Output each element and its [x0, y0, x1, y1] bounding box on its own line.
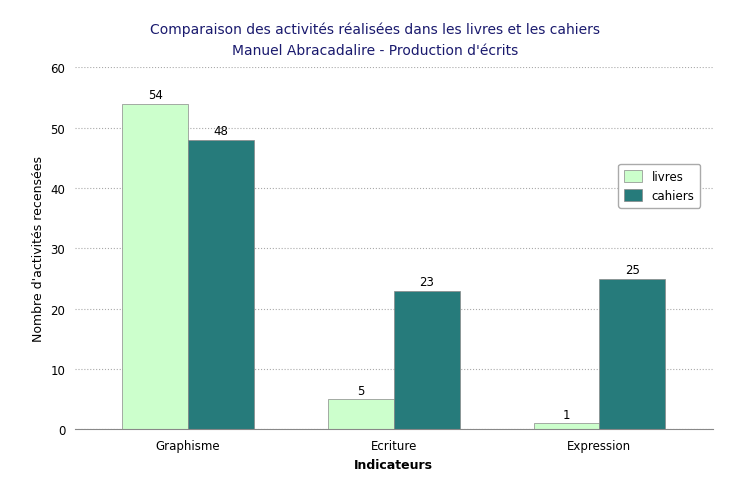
Bar: [188, 141, 254, 429]
Bar: [533, 424, 599, 429]
Text: 1: 1: [562, 408, 570, 421]
X-axis label: Indicateurs: Indicateurs: [354, 458, 434, 470]
Text: 25: 25: [625, 264, 640, 277]
Text: 48: 48: [214, 125, 229, 138]
Text: Manuel Abracadalire - Production d'écrits: Manuel Abracadalire - Production d'écrit…: [232, 44, 518, 58]
Text: 5: 5: [357, 384, 364, 397]
Text: Comparaison des activités réalisées dans les livres et les cahiers: Comparaison des activités réalisées dans…: [150, 22, 600, 37]
Bar: [599, 279, 665, 429]
Bar: [122, 104, 188, 429]
Bar: [328, 399, 394, 429]
Text: 23: 23: [419, 276, 434, 288]
Y-axis label: Nombre d'activités recensées: Nombre d'activités recensées: [32, 156, 45, 342]
Bar: [394, 291, 460, 429]
Text: 54: 54: [148, 89, 163, 102]
Legend: livres, cahiers: livres, cahiers: [619, 164, 701, 208]
